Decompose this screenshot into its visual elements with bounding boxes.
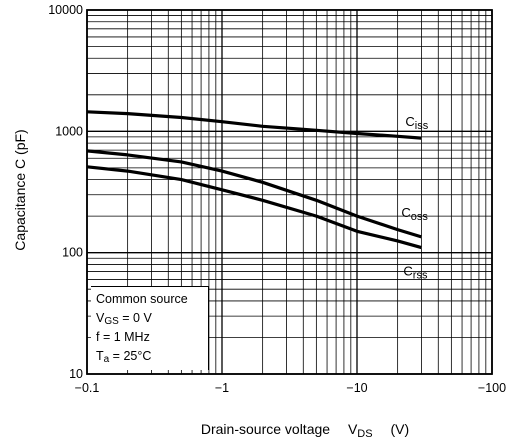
series-label-sub: iss [415, 120, 429, 132]
series-label-coss: Coss [401, 205, 428, 223]
plot-frame [86, 9, 493, 375]
y-axis-title: Capacitance C (pF) [12, 129, 28, 250]
conditions-box: Common source VGS = 0 V f = 1 MHz Ta = 2… [91, 286, 209, 370]
condition-frequency: f = 1 MHz [96, 330, 150, 344]
series-label-crss: Crss [403, 264, 428, 282]
y-tick-label: 10000 [48, 3, 83, 17]
x-axis-title: Drain-source voltage VDS (V) [201, 421, 409, 440]
x-tick-label: −10 [346, 381, 367, 395]
series-line-coss [86, 149, 422, 239]
series-label-sub: oss [411, 211, 429, 223]
series-label-sub: rss [413, 270, 428, 282]
series-label-ciss: Ciss [405, 114, 428, 132]
x-tick-label: −1 [215, 381, 229, 395]
series-line-crss [86, 165, 422, 250]
series-layer [86, 110, 422, 250]
y-tick-label: 1000 [55, 124, 83, 138]
y-tick-label: 10 [69, 367, 83, 381]
x-axis-title-text: Drain-source voltage [201, 421, 330, 437]
x-axis-symbol-sub: DS [357, 428, 372, 440]
x-axis-unit: (V) [390, 421, 409, 437]
x-tick-label: −100 [478, 381, 506, 395]
condition-vgs: VGS = 0 V [96, 311, 152, 327]
y-tick-label: 100 [62, 246, 83, 260]
series-label-main: C [403, 264, 412, 279]
tick-labels: −0.1 −1 −10 −100 10 100 1000 10000 [48, 3, 506, 395]
series-label-main: C [405, 114, 414, 129]
grid-minor [87, 10, 492, 374]
condition-temperature: Ta = 25°C [96, 349, 152, 365]
x-tick-label: −0.1 [75, 381, 100, 395]
series-line-ciss [86, 110, 422, 140]
series-label-main: C [401, 205, 410, 220]
condition-common-source: Common source [96, 292, 188, 306]
x-axis-symbol: V [348, 421, 358, 437]
